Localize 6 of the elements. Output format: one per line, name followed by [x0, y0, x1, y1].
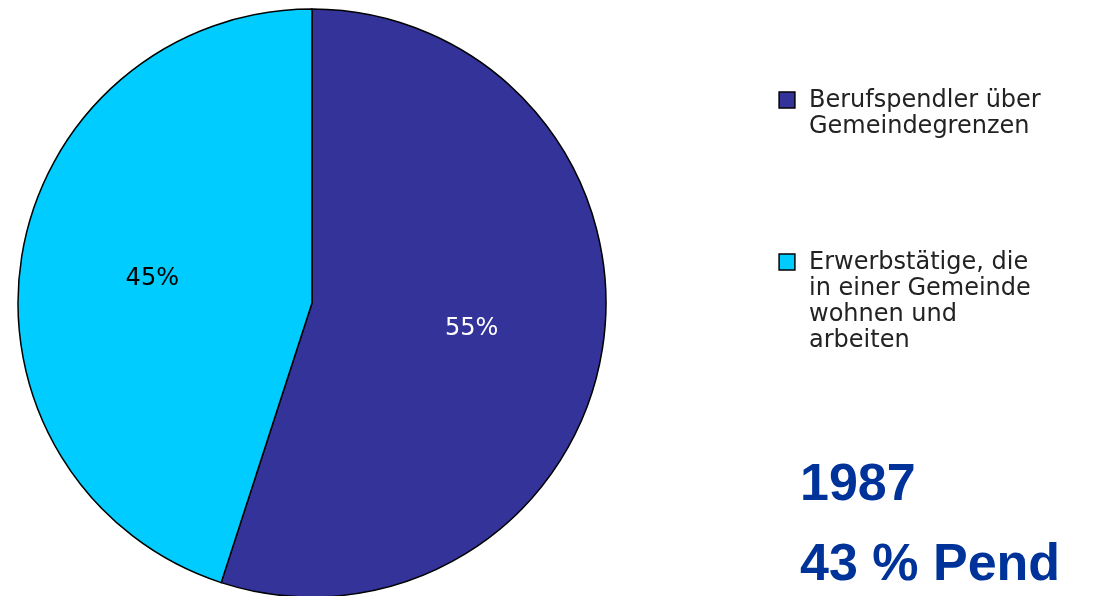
data-label: 45% [125, 262, 179, 291]
data-label: 55% [445, 313, 499, 342]
text: 1987 [800, 452, 916, 512]
text: 43 % Pend [800, 532, 1061, 592]
legend-label: Erwerbstätige, die in einer Gemeinde wohnen und arbeiten [809, 247, 1031, 353]
legend-label: Berufspendler über Gemeindegrenzen [809, 85, 1041, 139]
